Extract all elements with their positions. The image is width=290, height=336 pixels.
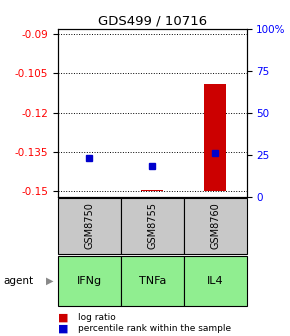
Text: percentile rank within the sample: percentile rank within the sample xyxy=(78,324,231,333)
Bar xyxy=(121,198,184,254)
Text: TNFa: TNFa xyxy=(139,276,166,286)
Bar xyxy=(204,84,226,191)
Text: GSM8755: GSM8755 xyxy=(147,203,157,249)
Bar xyxy=(141,190,163,191)
Bar xyxy=(58,198,121,254)
Text: ▶: ▶ xyxy=(46,276,53,286)
Text: agent: agent xyxy=(3,276,33,286)
Text: IFNg: IFNg xyxy=(77,276,102,286)
Bar xyxy=(58,256,121,306)
Text: log ratio: log ratio xyxy=(78,313,116,322)
Title: GDS499 / 10716: GDS499 / 10716 xyxy=(98,14,207,28)
Text: ■: ■ xyxy=(58,324,68,334)
Text: ■: ■ xyxy=(58,312,68,323)
Bar xyxy=(184,256,246,306)
Text: IL4: IL4 xyxy=(207,276,223,286)
Text: GSM8750: GSM8750 xyxy=(84,203,95,249)
Bar xyxy=(184,198,246,254)
Text: GSM8760: GSM8760 xyxy=(210,203,220,249)
Bar xyxy=(121,256,184,306)
